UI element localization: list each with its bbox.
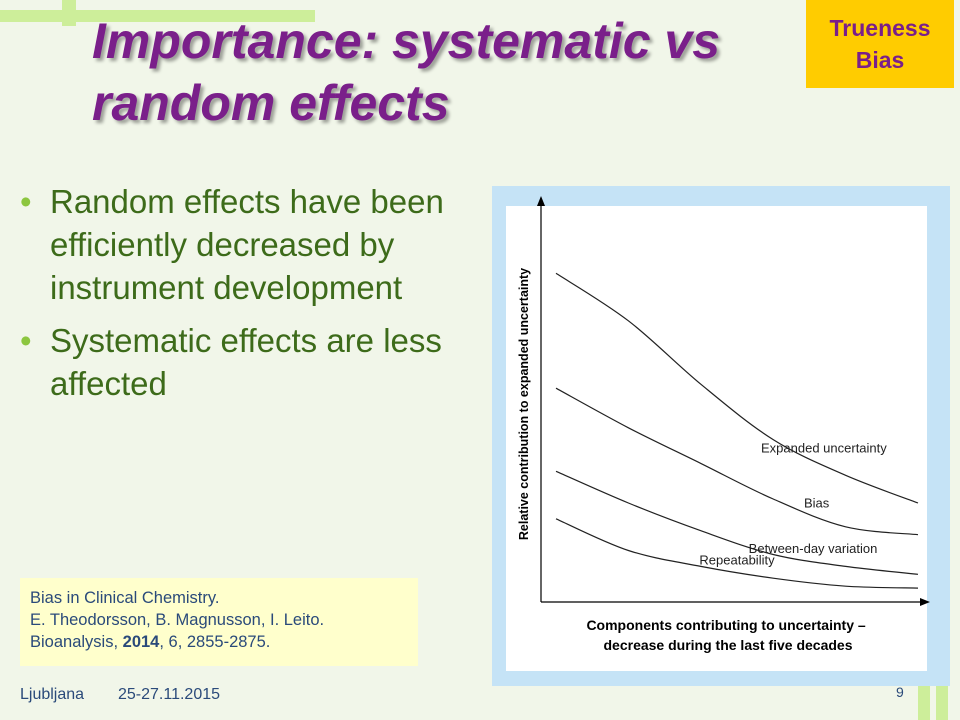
page-number: 9 bbox=[896, 684, 904, 700]
series-label-expanded-uncertainty: Expanded uncertainty bbox=[761, 441, 887, 456]
citation-volume: , 6, 2855-2875. bbox=[159, 633, 271, 651]
series-line-between-day-variation bbox=[555, 470, 919, 575]
footer-date: 25-27.11.2015 bbox=[118, 686, 221, 703]
citation-journal: Bioanalysis, bbox=[30, 633, 123, 651]
chart-plot-background bbox=[506, 206, 927, 671]
badge-line1: Trueness bbox=[829, 15, 931, 41]
chart-title: Components contributing to uncertainty –… bbox=[586, 617, 869, 653]
citation-year: 2014 bbox=[122, 633, 160, 651]
citation-line2: E. Theodorsson, B. Magnusson, I. Leito. bbox=[30, 611, 325, 629]
citation-line3: Bioanalysis, 2014, 6, 2855-2875. bbox=[30, 631, 408, 653]
chart-panel: Relative contribution to expanded uncert… bbox=[492, 186, 950, 686]
topic-badge: Trueness Bias bbox=[806, 0, 954, 88]
bullet-list: • Random effects have been efficiently d… bbox=[20, 180, 490, 415]
y-axis-label: Relative contribution to expanded uncert… bbox=[517, 268, 531, 540]
bullet-glyph: • bbox=[20, 183, 32, 220]
slide-title-line1: Importance: systematic vs bbox=[92, 13, 721, 69]
bullet-item: • Systematic effects are less affected bbox=[20, 319, 490, 405]
series-label-between-day-variation: Between-day variation bbox=[749, 541, 878, 556]
deco-bar-top bbox=[0, 10, 315, 22]
y-axis-arrow bbox=[537, 196, 545, 206]
series-label-bias: Bias bbox=[804, 496, 830, 511]
slide-title: Importance: systematic vs random effects bbox=[92, 10, 812, 134]
chart-title-line2: decrease during the last five decades bbox=[604, 637, 853, 653]
chart-title-line1: Components contributing to uncertainty – bbox=[586, 617, 865, 633]
deco-bar-left bbox=[62, 0, 76, 26]
series-layer: Expanded uncertainty Bias Between-day vari… bbox=[555, 272, 919, 589]
series-line-expanded-uncertainty bbox=[555, 272, 919, 504]
series-label-repeatability: Repeatability bbox=[699, 552, 775, 567]
series-line-bias bbox=[555, 387, 919, 536]
badge-line2: Bias bbox=[855, 47, 905, 73]
citation-line1: Bias in Clinical Chemistry. bbox=[30, 589, 220, 607]
x-axis-arrow bbox=[920, 598, 930, 606]
citation-box: Bias in Clinical Chemistry. E. Theodorss… bbox=[20, 578, 418, 666]
uncertainty-chart: Relative contribution to expanded uncert… bbox=[506, 196, 930, 671]
footer-location: Ljubljana bbox=[20, 686, 85, 703]
slide-title-line2: random effects bbox=[92, 75, 450, 131]
bullet-item: • Random effects have been efficiently d… bbox=[20, 180, 490, 309]
bullet-text: Random effects have been efficiently dec… bbox=[50, 183, 444, 306]
series-line-repeatability bbox=[555, 518, 919, 589]
bullet-glyph: • bbox=[20, 322, 32, 359]
bullet-text: Systematic effects are less affected bbox=[50, 322, 442, 402]
